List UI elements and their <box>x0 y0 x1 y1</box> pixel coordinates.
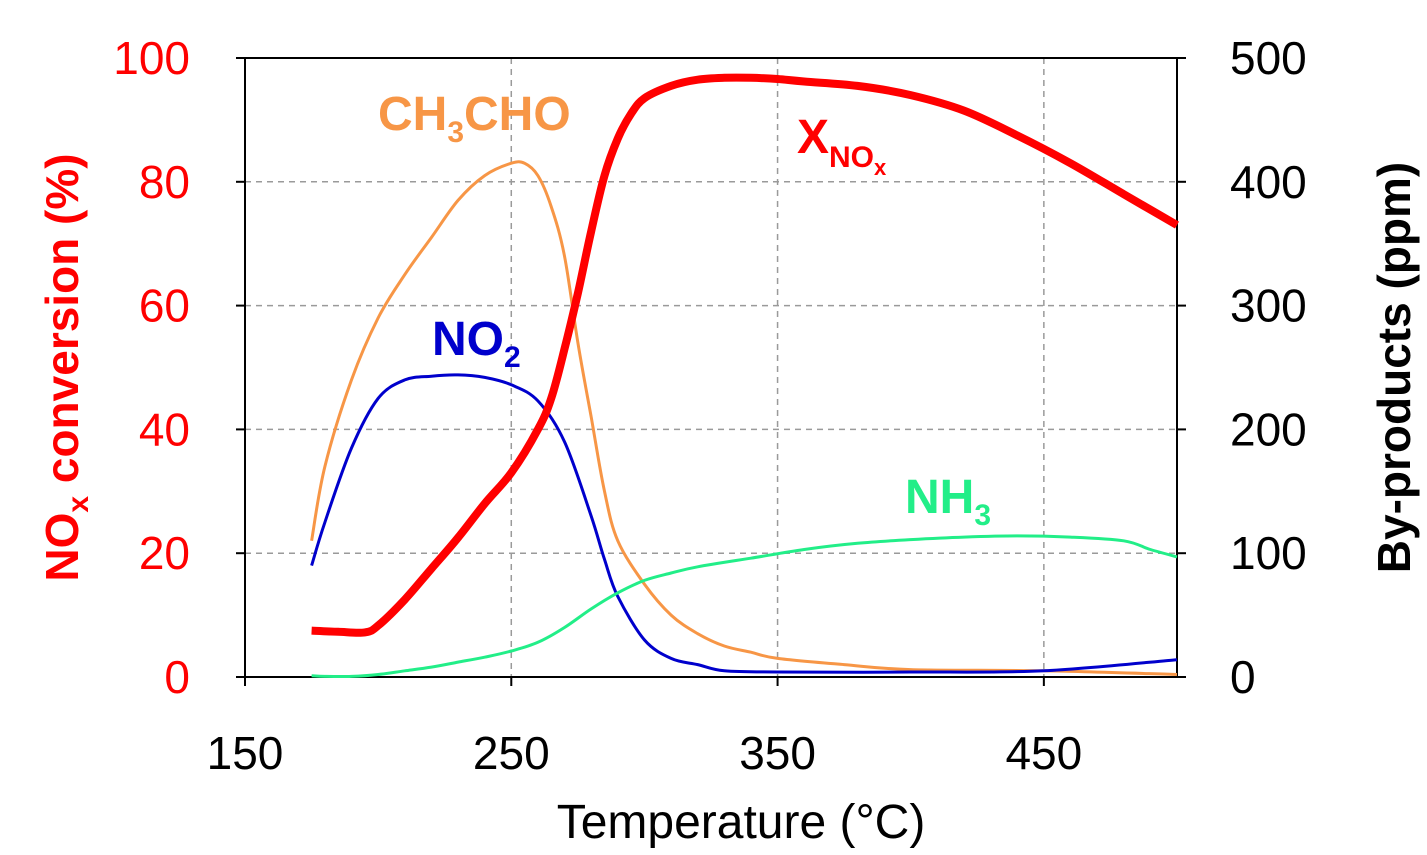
label-nh3-base: NH <box>905 471 974 524</box>
series-label-ch3cho: CH3CHO <box>378 88 571 149</box>
x-tick-label-1: 250 <box>473 727 550 779</box>
series-label-no2: NO2 <box>432 313 521 374</box>
y-left-axis-title: NOx conversion (%) <box>36 153 95 581</box>
series-label-xnox: XNOx <box>797 111 887 180</box>
label-nh3-sub: 3 <box>974 499 991 532</box>
label-ch3cho-rest: CHO <box>464 88 571 141</box>
series-line-no2 <box>310 373 1178 674</box>
y-left-tick-label-0: 0 <box>164 651 190 703</box>
y-right-tick-label-2: 200 <box>1230 403 1307 455</box>
y-left-tick-label-5: 100 <box>113 32 190 84</box>
series-line-xnox <box>311 73 1179 637</box>
label-ch3cho-base: CH <box>378 88 447 141</box>
label-xnox-sub: NO <box>829 141 874 174</box>
x-tick-label-2: 350 <box>739 727 816 779</box>
plot-frame <box>244 57 1178 678</box>
y-right-tick-label-4: 400 <box>1230 156 1307 208</box>
series-line-ch3cho <box>310 160 1178 676</box>
y-left-title-base: NO <box>36 513 88 582</box>
y-right-axis-title: By-products (ppm) <box>1368 162 1420 573</box>
y-left-tick-label-1: 20 <box>139 527 190 579</box>
y-left-tick-label-4: 80 <box>139 156 190 208</box>
x-tick-label-3: 450 <box>1005 727 1082 779</box>
y-right-tick-label-1: 100 <box>1230 527 1307 579</box>
y-left-title-rest: conversion (%) <box>36 153 88 496</box>
label-xnox-base: X <box>797 111 829 164</box>
label-ch3cho-sub: 3 <box>447 116 464 149</box>
grid-lines <box>245 58 1177 677</box>
label-xnox-subsub: x <box>874 155 887 180</box>
series-line-nh3 <box>311 534 1178 679</box>
y-left-title-sub: x <box>62 496 95 513</box>
label-no2-base: NO <box>432 313 504 366</box>
series-lines <box>310 73 1179 679</box>
x-tick-labels: 150 250 350 450 <box>207 727 1083 779</box>
y-right-tick-label-3: 300 <box>1230 280 1307 332</box>
x-axis-title: Temperature (°C) <box>557 796 926 849</box>
y-right-tick-label-0: 0 <box>1230 651 1256 703</box>
y-left-tick-labels: 0 20 40 60 80 100 <box>113 32 190 703</box>
y-right-tick-labels: 0 100 200 300 400 500 <box>1230 32 1307 703</box>
y-right-tick-label-5: 500 <box>1230 32 1307 84</box>
axis-tick-marks <box>236 57 1186 686</box>
y-left-tick-label-2: 40 <box>139 403 190 455</box>
label-no2-sub: 2 <box>504 341 521 374</box>
x-tick-label-0: 150 <box>207 727 284 779</box>
y-left-tick-label-3: 60 <box>139 280 190 332</box>
series-label-nh3: NH3 <box>905 471 991 532</box>
